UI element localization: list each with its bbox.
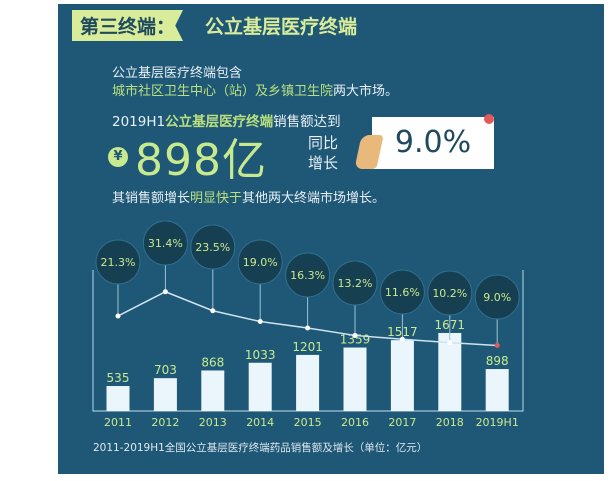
bar (343, 347, 367, 411)
intro-markets: 城市社区卫生中心（站）及乡镇卫生院 (112, 84, 334, 99)
x-tick-label: 2013 (199, 416, 227, 429)
growth-label: 16.3% (290, 269, 325, 282)
growth-label: 21.3% (101, 256, 136, 269)
sales-suffix: 销售额达到 (273, 114, 341, 130)
section-tag: 第三终端： (72, 10, 184, 41)
x-tick-label: 2012 (151, 416, 179, 429)
growth-label: 11.6% (385, 286, 420, 299)
growth-point (115, 313, 121, 319)
growth-point (210, 308, 216, 314)
growth-point (162, 289, 168, 295)
bar-value-label: 535 (107, 371, 130, 385)
bar (390, 340, 414, 411)
growth-point (494, 343, 500, 349)
bar (485, 369, 509, 411)
bar (106, 386, 130, 411)
growth-bubble (332, 260, 378, 306)
sales-amount: 898亿 (135, 135, 267, 186)
note-a: 其销售额增长 (112, 191, 191, 206)
growth-bubble (237, 239, 283, 285)
bar-value-label: 703 (154, 363, 177, 377)
note-c: 其他两大终端市场增长。 (242, 191, 386, 206)
growth-bubble (95, 239, 141, 285)
bar (153, 378, 177, 411)
growth-label: 19.0% (243, 256, 278, 269)
sales-period: 2019H1 (112, 114, 166, 130)
sales-line: 2019H1公立基层医疗终端销售额达到 (112, 110, 341, 130)
growth-label: 10.2% (432, 287, 467, 300)
chart-caption: 2011-2019H1全国公立基层医疗终端药品销售额及增长（单位：亿元） (93, 442, 428, 454)
yoy-label-1: 同比 (308, 134, 339, 152)
growth-point (257, 319, 263, 325)
bar (296, 354, 320, 411)
bar (438, 332, 462, 411)
growth-label: 31.4% (148, 237, 183, 250)
yoy-card: 9.0% (372, 117, 494, 169)
x-tick-label: 2017 (388, 416, 416, 429)
growth-bubble (142, 220, 188, 266)
x-tick-label: 2019H1 (476, 416, 519, 429)
bar (248, 362, 272, 411)
bar-value-label: 898 (486, 354, 509, 368)
growth-bubble (474, 274, 520, 320)
intro-line-1: 公立基层医疗终端包含 (112, 66, 243, 81)
intro-rest: 两大市场。 (333, 84, 399, 99)
intro-line-2: 城市社区卫生中心（站）及乡镇卫生院两大市场。 (112, 80, 398, 99)
growth-bubble (285, 252, 331, 298)
x-tick-label: 2018 (436, 416, 464, 429)
bar-value-label: 1201 (292, 340, 323, 354)
yoy-label-2: 增长 (308, 154, 339, 172)
x-tick-label: 2014 (246, 416, 274, 429)
yen-icon: ¥ (108, 147, 128, 167)
ribbon-icon (484, 114, 494, 124)
x-tick-label: 2011 (104, 416, 132, 429)
growth-point (352, 332, 358, 338)
growth-bubble (427, 270, 473, 316)
sales-terminal: 公立基层医疗终端 (165, 114, 274, 130)
growth-point (305, 325, 311, 331)
bar (201, 370, 225, 411)
growth-label: 23.5% (195, 241, 230, 254)
growth-bubble (379, 269, 425, 315)
growth-label: 9.0% (483, 291, 511, 304)
growth-bubble (190, 224, 236, 270)
bar-value-label: 1033 (245, 348, 276, 362)
section-title: 公立基层医疗终端 (205, 16, 358, 38)
growth-point (447, 340, 453, 346)
bar-value-label: 868 (201, 355, 224, 369)
note-line: 其销售额增长明显快于其他两大终端市场增长。 (112, 187, 385, 206)
growth-point (399, 336, 405, 342)
x-tick-label: 2015 (294, 416, 322, 429)
x-tick-label: 2016 (341, 416, 369, 429)
yoy-label: 同比 增长 (308, 133, 338, 173)
note-b: 明显快于 (190, 191, 243, 206)
growth-label: 13.2% (338, 277, 373, 290)
